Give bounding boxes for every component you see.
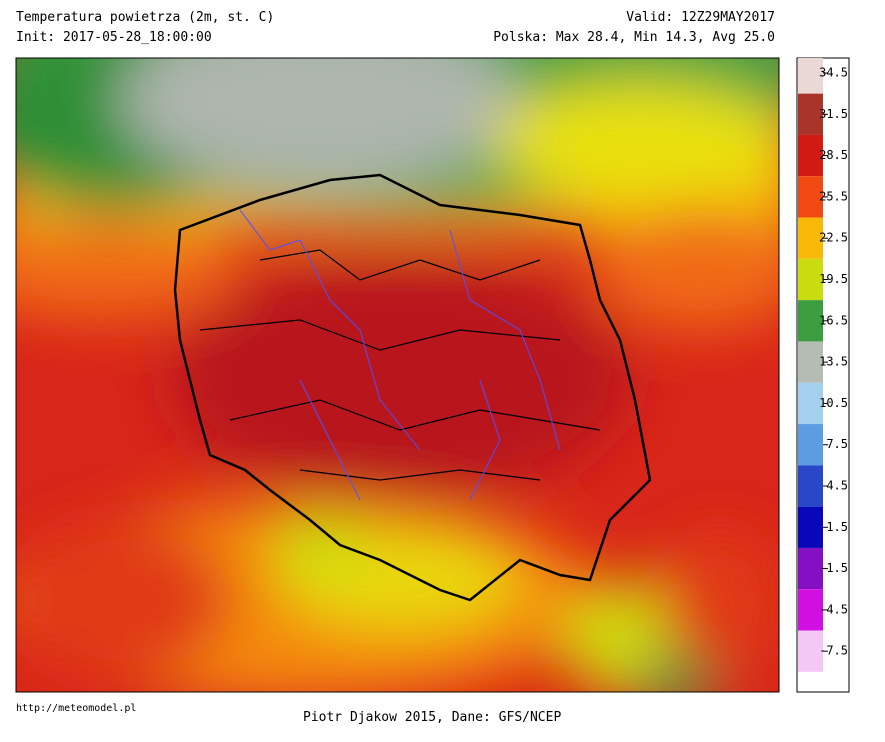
colorbar-band (798, 341, 823, 383)
colorbar-label: 22.5 (819, 231, 848, 245)
init-time: Init: 2017-05-28_18:00:00 (16, 30, 212, 45)
colorbar-label: 10.5 (819, 396, 848, 410)
colorbar-band (798, 589, 823, 631)
temperature-field (16, 58, 779, 692)
colorbar-band (798, 382, 823, 425)
colorbar-band (798, 506, 823, 548)
colorbar-label: -7.5 (819, 644, 848, 658)
colorbar-band (798, 176, 823, 218)
colorbar-label: 34.5 (819, 66, 848, 80)
colorbar-band (798, 217, 823, 259)
colorbar-label: 1.5 (826, 520, 848, 534)
colorbar-band (798, 258, 823, 301)
colorbar-label: 28.5 (819, 148, 848, 162)
colorbar-band (798, 58, 823, 94)
colorbar-label: 13.5 (819, 355, 848, 369)
colorbar-label: 4.5 (826, 479, 848, 493)
colorbar-label: -4.5 (819, 602, 848, 616)
colorbar-band (798, 134, 823, 177)
colorbar-band (798, 465, 823, 507)
colorbar-label: 19.5 (819, 272, 848, 286)
colorbar-label: 7.5 (826, 437, 848, 451)
colorbar-label: 31.5 (819, 107, 848, 121)
colorbar-label: -1.5 (819, 561, 848, 575)
stats: Polska: Max 28.4, Min 14.3, Avg 25.0 (493, 30, 775, 45)
source-url: http://meteomodel.pl (16, 703, 137, 714)
colorbar-band (798, 547, 823, 590)
valid-time: Valid: 12Z29MAY2017 (626, 10, 775, 25)
colorbar-band (798, 630, 823, 672)
colorbar-label: 25.5 (819, 189, 848, 203)
colorbar-band (798, 424, 823, 466)
colorbar-band (798, 93, 823, 135)
colorbar-label: 16.5 (819, 313, 848, 327)
colorbar-band (798, 300, 823, 342)
credit: Piotr Djakow 2015, Dane: GFS/NCEP (303, 710, 562, 725)
map-frame (15, 57, 780, 693)
map-title: Temperatura powietrza (2m, st. C) (16, 10, 275, 25)
